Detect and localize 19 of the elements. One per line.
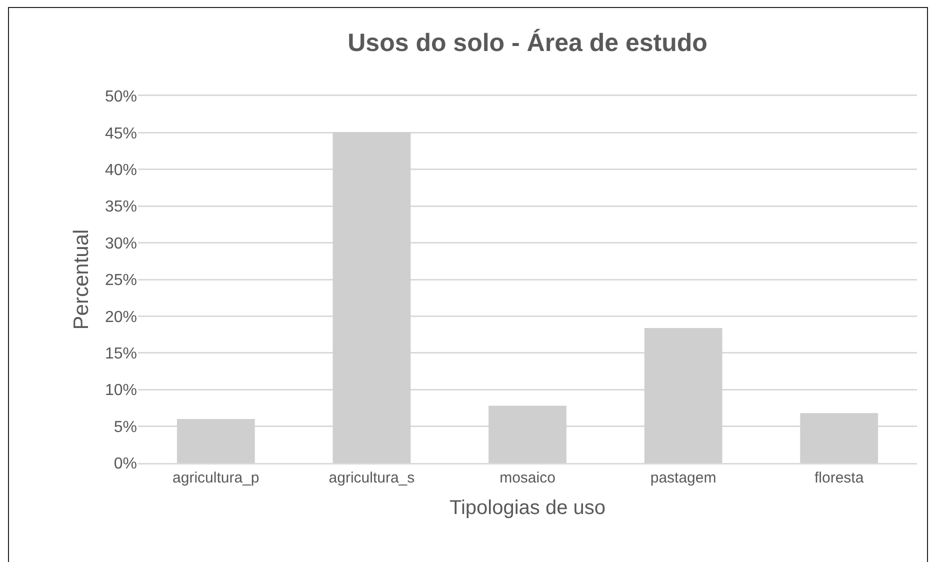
y-tick-label: 40% — [104, 162, 137, 179]
x-tick-label: agricultura_s — [328, 470, 415, 486]
y-tick-label: 30% — [104, 235, 137, 252]
y-tick-label: 0% — [114, 456, 137, 473]
y-tick-label: 35% — [104, 198, 137, 216]
chart-title: Usos do solo - Área de estudo — [348, 28, 708, 57]
y-tick-label: 20% — [104, 308, 137, 326]
y-tick-label: 10% — [104, 382, 137, 400]
x-tick-label: mosaico — [500, 470, 556, 486]
y-tick-label: 45% — [104, 125, 137, 142]
x-axis-title: Tipologias de uso — [449, 496, 606, 519]
x-tick-label: pastagem — [650, 470, 716, 486]
y-tick-label: 15% — [104, 346, 137, 362]
y-axis-title: Percentual — [70, 229, 94, 330]
y-tick-label: 50% — [104, 88, 137, 106]
x-tick-label: floresta — [814, 470, 864, 486]
y-tick-label: 5% — [114, 418, 137, 436]
x-tick-label: agricultura_p — [172, 470, 260, 486]
y-tick-label: 25% — [104, 272, 137, 290]
